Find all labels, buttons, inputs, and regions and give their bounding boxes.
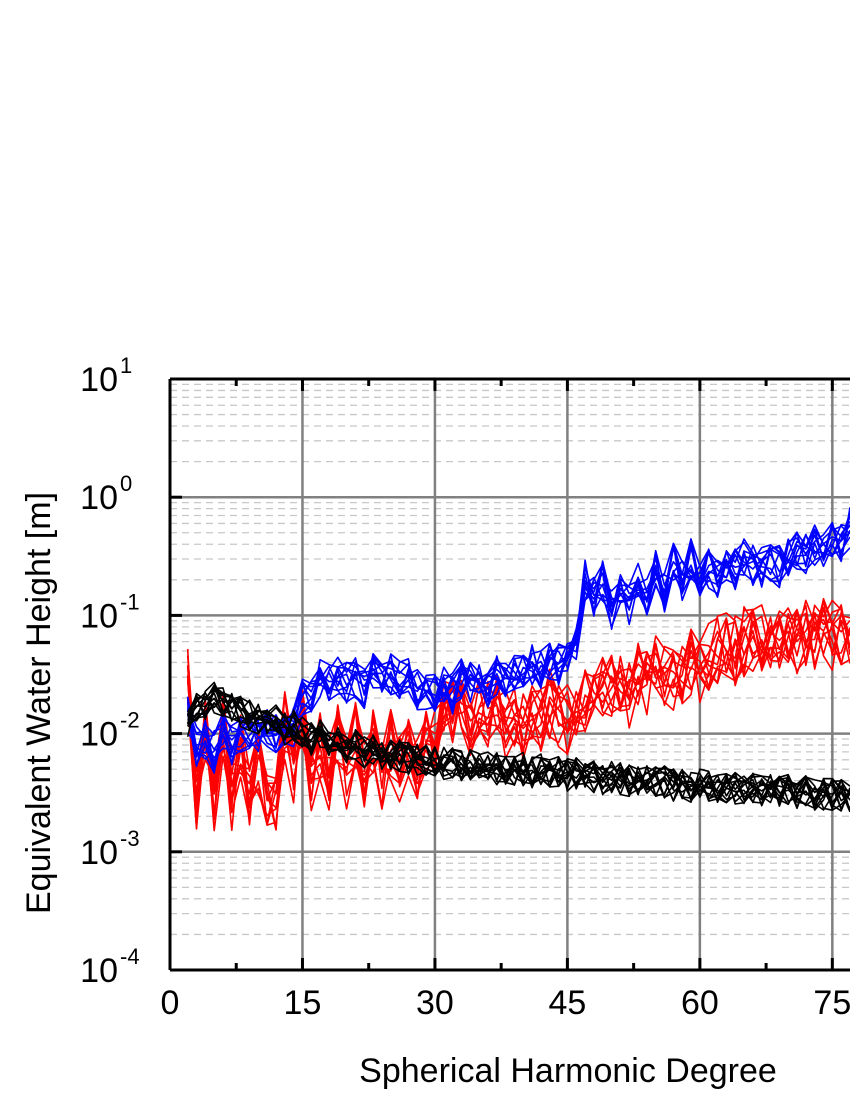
y-tick-exponent: -3: [120, 826, 140, 851]
series-line: [187, 692, 850, 810]
y-tick-exponent: -1: [120, 589, 140, 614]
y-tick-exponent: 0: [120, 471, 132, 496]
series-line: [186, 687, 850, 805]
y-tick-label: 10: [80, 361, 118, 399]
series-line: [187, 685, 850, 809]
x-tick-label: 0: [161, 984, 180, 1022]
series-layer: [186, 507, 850, 832]
x-tick-label: 60: [681, 984, 719, 1022]
axes: [168, 377, 850, 972]
series-line: [187, 695, 850, 809]
y-axis-label: Equivalent Water Height [m]: [20, 492, 58, 914]
y-tick-label: 10: [80, 716, 118, 754]
x-tick-label: 15: [284, 984, 322, 1022]
y-tick-exponent: -4: [120, 944, 140, 969]
y-tick-label: 10: [80, 952, 118, 990]
series-2: [186, 681, 850, 813]
x-tick-label: 45: [548, 984, 586, 1022]
series-line: [187, 523, 850, 771]
series-line: [186, 524, 850, 773]
series-line: [187, 697, 850, 810]
y-tick-exponent: 1: [120, 353, 132, 378]
series-line: [186, 521, 850, 768]
y-tick-label: 10: [80, 479, 118, 517]
y-tick-label: 10: [80, 597, 118, 635]
y-tick-label: 10: [80, 834, 118, 872]
y-tick-exponent: -2: [120, 708, 140, 733]
series-line: [186, 604, 850, 832]
x-axis-label: Spherical Harmonic Degree: [359, 1052, 777, 1090]
x-tick-label: 30: [416, 984, 454, 1022]
x-tick-label: 75: [813, 984, 850, 1022]
